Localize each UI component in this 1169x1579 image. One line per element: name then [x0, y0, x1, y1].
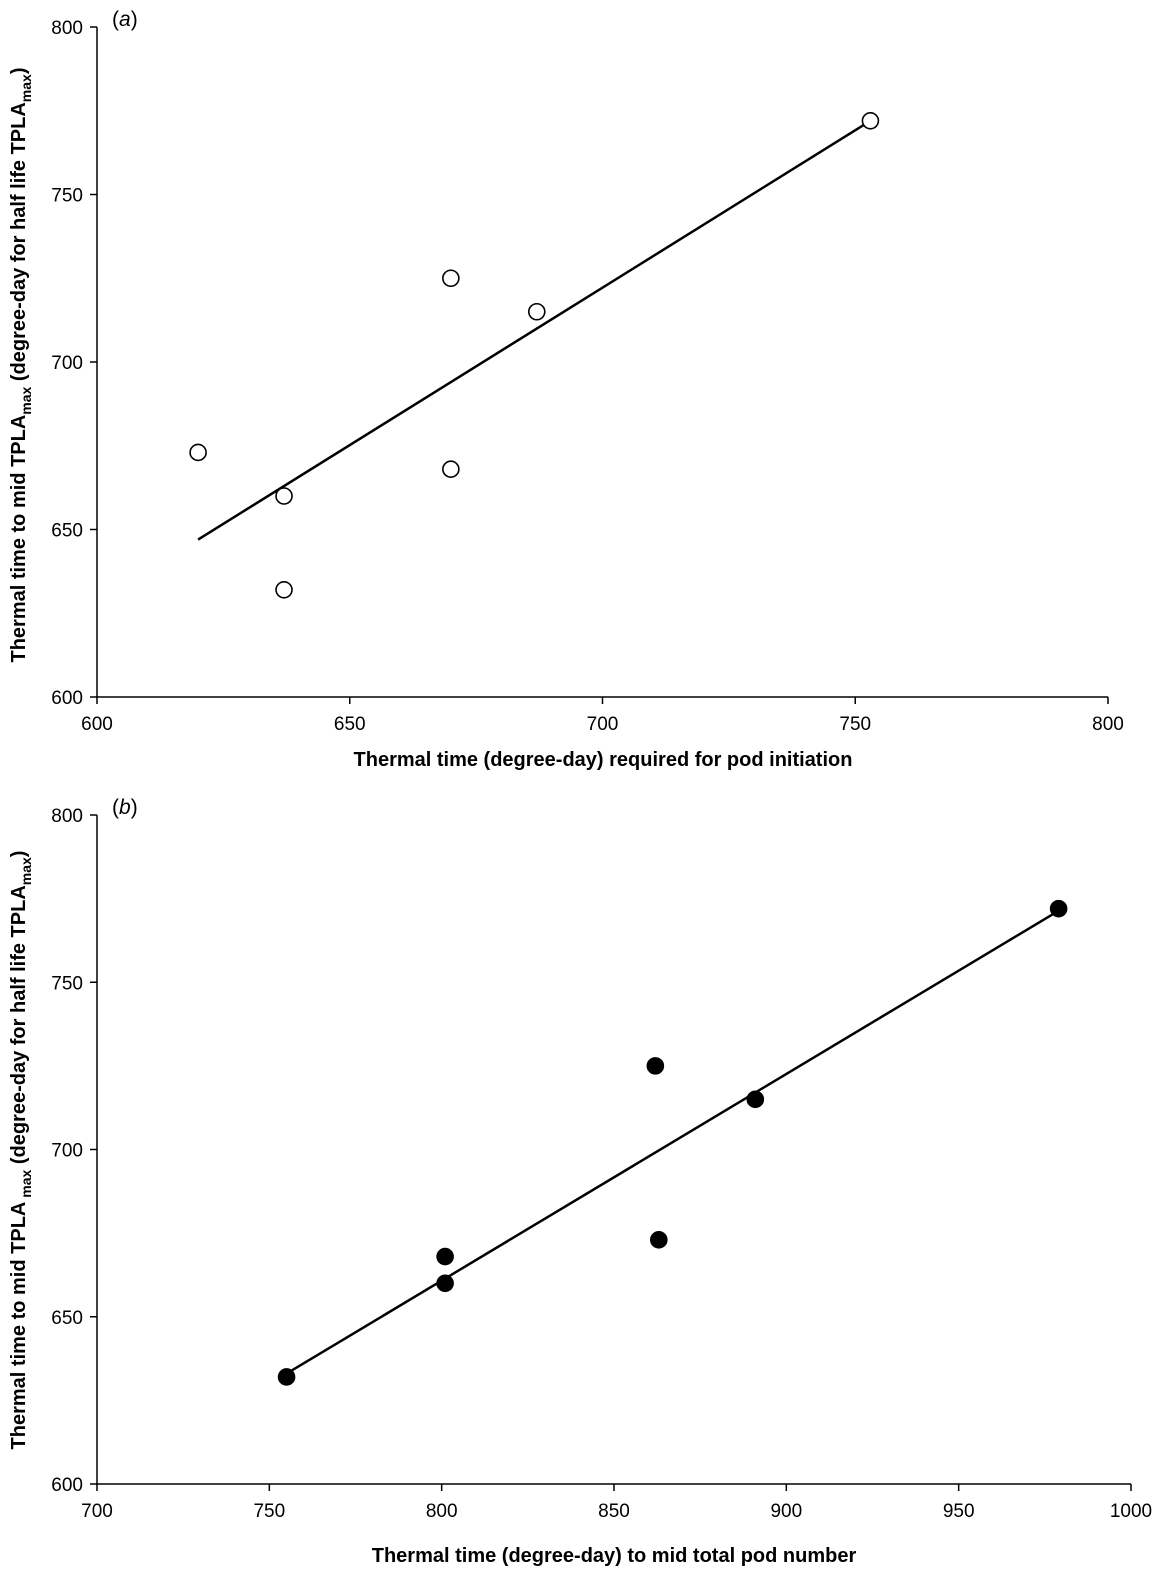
panel-a-x-tick-label: 750	[839, 714, 871, 735]
panel-b-axes	[96, 815, 1131, 1485]
panel-a-data-point	[527, 302, 546, 321]
panel-a-y-tick-label: 700	[51, 353, 83, 374]
panel-b-trendline	[285, 907, 1063, 1375]
panel-a-x-tick-label: 650	[334, 714, 366, 735]
panel-a-x-tick-label: 700	[587, 714, 619, 735]
panel-b-x-tick-label: 700	[81, 1501, 113, 1522]
panel-a-ticks: 600 650 700 750 800 600 650 700 750 800	[51, 18, 1124, 735]
panel-b-data-point	[650, 1231, 668, 1249]
panel-b-y-axis-title: Thermal time to mid TPLA max (degree-day…	[8, 851, 34, 1450]
panel-a-data-point	[442, 460, 460, 479]
panel-b-y-tick-label: 800	[51, 806, 83, 827]
panel-b-data-point	[746, 1090, 765, 1109]
panel-a-trendline	[197, 119, 872, 541]
panel-a-axes	[96, 27, 1108, 698]
panel-a-y-tick-label: 800	[51, 18, 83, 39]
panel-a-data-point	[861, 112, 880, 130]
panel-b-x-tick-label: 900	[770, 1501, 802, 1522]
panel-b-points	[277, 899, 1068, 1386]
panel-b-data-point	[436, 1247, 454, 1266]
panel-b-y-tick-label: 750	[51, 973, 83, 994]
panel-b-ticks: 700 750 800 850 900 950 1000 600 650 700 750 800	[51, 806, 1152, 1522]
panel-a-data-point	[275, 487, 293, 505]
panel-a-x-tick-label: 600	[81, 714, 113, 735]
panel-a-y-tick-label: 650	[51, 521, 83, 542]
panel-b-chart: 700 750 800 850 900 950 1000 600 650 700 750 800 (b…	[8, 796, 1152, 1567]
panel-b-y-tick-label: 650	[51, 1308, 83, 1329]
panel-b-y-tick-label: 700	[51, 1141, 83, 1162]
panel-a-y-tick-label: 750	[51, 186, 83, 207]
panel-a-data-point	[442, 269, 460, 288]
panel-b-x-tick-label: 1000	[1110, 1501, 1152, 1522]
panel-a-trendline-group	[197, 119, 872, 541]
panel-a-x-axis-title: Thermal time (degree-day) required for p…	[354, 749, 853, 771]
panel-b-x-axis-title: Thermal time (degree-day) to mid total p…	[372, 1545, 857, 1567]
panel-a-label: (a)	[112, 8, 138, 31]
panel-b-data-point	[646, 1057, 665, 1075]
panel-b-y-tick-label: 600	[51, 1475, 83, 1496]
panel-a-y-tick-label: 600	[51, 688, 83, 709]
panel-b-data-point	[436, 1274, 454, 1293]
panel-b-data-point	[277, 1368, 296, 1386]
panel-b-data-point	[1049, 899, 1068, 918]
panel-a-data-point	[275, 580, 293, 599]
panel-b-label: (b)	[112, 796, 138, 819]
panel-a-data-point	[189, 443, 207, 462]
panel-a-chart: 600 650 700 750 800 600 650 700 750 800 (a) Therm…	[8, 8, 1124, 771]
panel-a-y-axis-title: Thermal time to mid TPLAmax (degree-day …	[8, 67, 34, 662]
panel-a-points	[189, 112, 880, 599]
panel-b-x-tick-label: 750	[253, 1501, 285, 1522]
panel-a-x-tick-label: 800	[1092, 714, 1124, 735]
panel-b-x-tick-label: 800	[426, 1501, 458, 1522]
panel-b-x-tick-label: 850	[598, 1501, 630, 1522]
panel-b-x-tick-label: 950	[943, 1501, 975, 1522]
panel-b-trendline-group	[285, 907, 1063, 1375]
